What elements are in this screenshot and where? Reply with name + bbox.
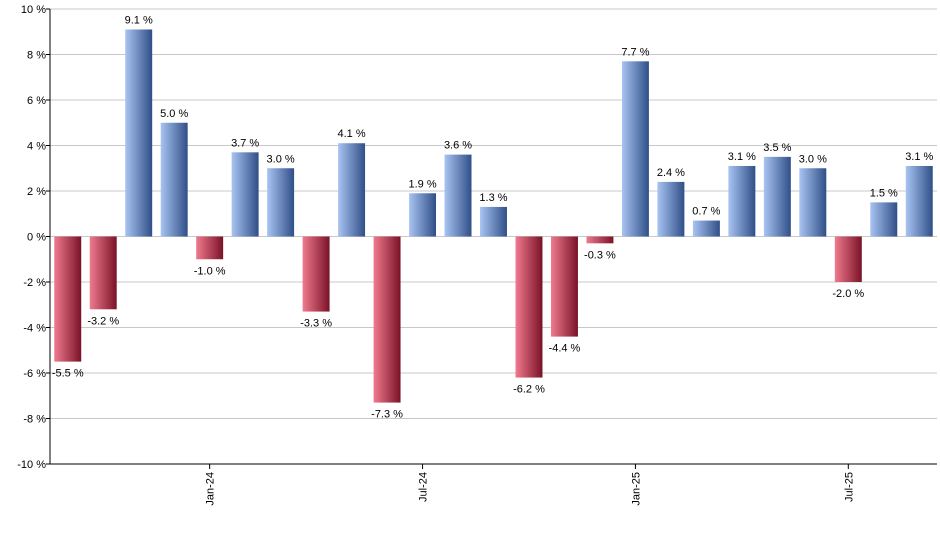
- data-label: 3.6 %: [444, 140, 472, 152]
- bar: [657, 181, 685, 237]
- bar: [692, 220, 720, 237]
- y-tick-label: -6 %: [23, 368, 46, 380]
- bar: [480, 206, 507, 237]
- data-label: -0.3 %: [584, 249, 616, 261]
- data-label: 2.4 %: [657, 167, 685, 179]
- x-tick-label: Jul-24: [418, 472, 430, 502]
- bar: [621, 61, 649, 237]
- data-label: 3.5 %: [763, 142, 791, 154]
- data-label: 7.7 %: [621, 46, 649, 58]
- data-label: 1.5 %: [870, 187, 898, 199]
- data-label: 3.7 %: [231, 137, 259, 149]
- bar: [267, 168, 295, 237]
- data-label: 4.1 %: [338, 128, 366, 140]
- data-label: -3.3 %: [300, 318, 332, 330]
- bar: [196, 236, 224, 260]
- bar: [302, 236, 330, 312]
- data-label: 3.1 %: [728, 151, 756, 163]
- data-label: 1.3 %: [479, 192, 507, 204]
- bar: [550, 236, 578, 337]
- y-tick-label: -8 %: [23, 414, 46, 426]
- x-tick-label: Jul-25: [843, 472, 855, 502]
- bar: [125, 29, 153, 237]
- data-label: -5.5 %: [52, 368, 84, 380]
- bar: [444, 154, 472, 237]
- data-label: 0.7 %: [692, 206, 720, 218]
- data-label: -6.2 %: [513, 384, 545, 396]
- bar: [905, 165, 933, 237]
- bar: [834, 236, 862, 282]
- data-label: -4.4 %: [549, 343, 581, 355]
- bar: [231, 152, 259, 237]
- bar: [409, 193, 437, 237]
- y-tick-label: 2 %: [27, 186, 46, 198]
- data-label: 9.1 %: [125, 14, 153, 26]
- data-label: 1.9 %: [408, 178, 436, 190]
- bar: [338, 143, 366, 237]
- bar: [799, 168, 827, 237]
- y-tick-label: -2 %: [23, 277, 46, 289]
- data-labels: -5.5 % -3.2 % 9.1 % 5.0 % -1.0 % 3.7 % 3.0 % -3…: [52, 14, 934, 420]
- data-label: 3.0 %: [267, 153, 295, 165]
- bar: [160, 122, 188, 237]
- data-label: -3.2 %: [87, 315, 119, 327]
- x-axis-ticks: Jan-24 Jul-24 Jan-25 Jul-25: [205, 464, 855, 506]
- y-tick-label: 0 %: [27, 232, 46, 244]
- bar: [89, 236, 117, 310]
- bar: [54, 236, 82, 362]
- bar: [728, 165, 756, 237]
- y-tick-label: -10 %: [17, 459, 46, 471]
- y-axis-ticks: 10 % 8 % 6 % 4 % 2 % 0 % -2 % -4 % -6 % -8 % -10 %: [17, 4, 50, 471]
- data-label: -7.3 %: [371, 409, 403, 421]
- bar: [373, 236, 401, 403]
- bar: [515, 236, 543, 378]
- x-tick-label: Jan-25: [630, 472, 642, 506]
- bar: [763, 156, 791, 237]
- y-tick-label: 4 %: [27, 141, 46, 153]
- data-label: 3.1 %: [905, 151, 933, 163]
- y-tick-label: -4 %: [23, 323, 46, 335]
- y-tick-label: 8 %: [27, 50, 46, 62]
- data-label: -1.0 %: [194, 265, 226, 277]
- y-tick-label: 6 %: [27, 95, 46, 107]
- data-label: 5.0 %: [160, 108, 188, 120]
- data-label: -2.0 %: [832, 288, 864, 300]
- bar: [586, 236, 614, 244]
- x-tick-label: Jan-24: [205, 472, 217, 506]
- data-label: 3.0 %: [799, 153, 827, 165]
- bar: [870, 202, 898, 237]
- y-tick-label: 10 %: [21, 4, 46, 16]
- bars-group: [54, 29, 933, 403]
